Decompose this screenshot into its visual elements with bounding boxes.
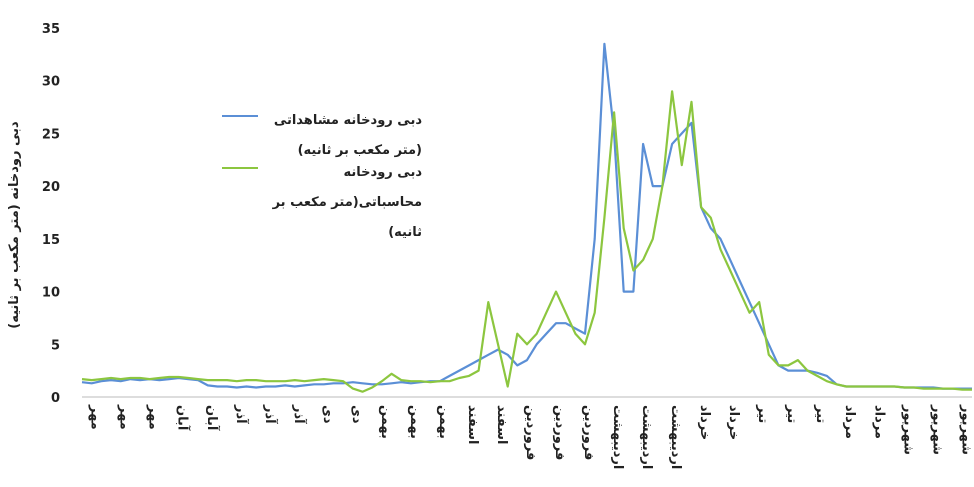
x-tick-label: فروردین: [581, 405, 596, 460]
y-tick-label: 0: [51, 391, 60, 406]
x-tick-label: خرداد: [726, 405, 741, 440]
x-tick-label: خرداد: [697, 405, 712, 440]
x-tick-label: تیر: [755, 404, 770, 423]
series-line: [81, 42, 972, 390]
y-tick-label: 5: [51, 338, 60, 353]
x-tick-label: اردیبهشت: [610, 405, 625, 469]
x-tick-label: فروردین: [552, 405, 567, 460]
x-tick-label: شهریور: [900, 404, 915, 455]
legend-entry: دبی رودخانه محاسباتی(متر مکعب بر ثانیه): [222, 158, 422, 248]
x-tick-label: بهمن: [436, 405, 451, 439]
x-tick-label: آذر: [262, 404, 279, 424]
x-tick-label: مهر: [146, 404, 161, 430]
x-tick-label: مرداد: [842, 405, 857, 439]
y-tick-label: 15: [42, 233, 60, 248]
x-tick-label: اسفند: [465, 405, 480, 444]
x-tick-label: فروردین: [523, 405, 538, 460]
x-tick-label: مهر: [88, 404, 103, 430]
x-tick-label: مرداد: [871, 405, 886, 439]
x-tick-label: اردیبهشت: [668, 405, 683, 469]
x-tick-label: آذر: [233, 404, 250, 424]
x-tick-label: بهمن: [407, 405, 422, 439]
x-tick-label: تیر: [784, 404, 799, 423]
x-tick-label: شهریور: [958, 404, 973, 455]
series-line: [81, 90, 972, 393]
legend-swatch: [222, 167, 258, 169]
x-tick-label: دی: [320, 405, 335, 424]
x-tick-label: مهر: [117, 404, 132, 430]
x-tick-label: آبان: [175, 405, 192, 431]
y-axis-label: دبی رودخانه (متر مکعب بر ثانیه): [7, 121, 22, 329]
legend-swatch: [222, 115, 258, 117]
x-tick-label: بهمن: [378, 405, 393, 439]
x-tick-label: اردیبهشت: [639, 405, 654, 469]
x-tick-label: شهریور: [929, 404, 944, 455]
x-tick-label: اسفند: [494, 405, 509, 444]
legend-label: دبی رودخانه مشاهداتی (متر مکعب بر ثانیه): [273, 113, 422, 158]
legend-label: دبی رودخانه محاسباتی(متر مکعب بر ثانیه): [272, 165, 422, 240]
x-tick-label: آبان: [204, 405, 221, 431]
legend-entry: دبی رودخانه مشاهداتی (متر مکعب بر ثانیه): [222, 106, 422, 166]
y-tick-label: 30: [42, 75, 60, 90]
x-tick-label: دی: [349, 405, 364, 424]
y-tick-label: 20: [42, 180, 60, 195]
y-tick-label: 35: [42, 22, 60, 37]
x-tick-label: آذر: [291, 404, 308, 424]
y-tick-label: 25: [42, 127, 60, 142]
x-tick-label: تیر: [813, 404, 828, 423]
y-tick-label: 10: [42, 286, 60, 301]
